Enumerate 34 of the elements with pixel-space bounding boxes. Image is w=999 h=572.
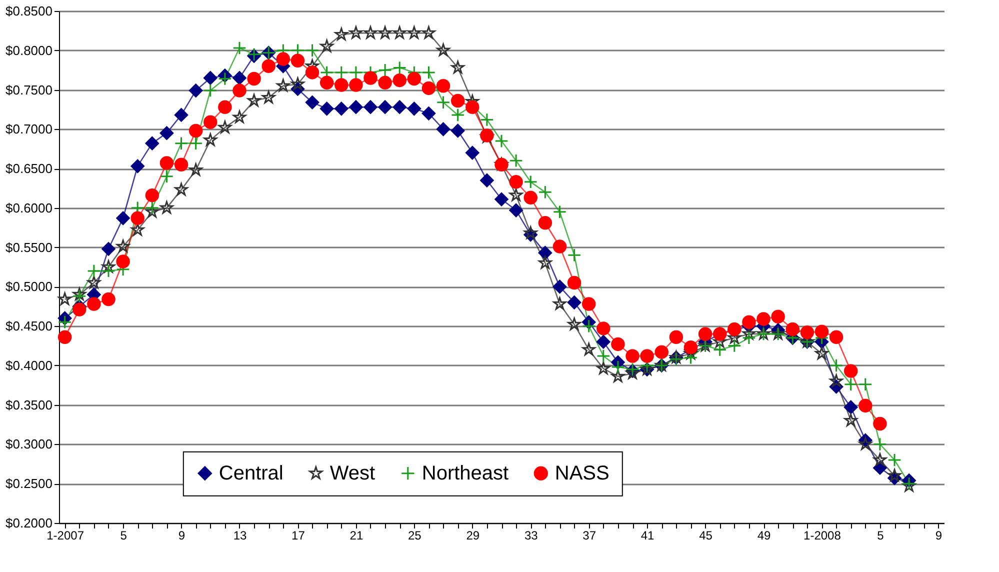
legend-label: West bbox=[330, 462, 376, 484]
x-tick-label: 17 bbox=[292, 528, 306, 542]
x-tick-label: 5 bbox=[877, 528, 884, 542]
y-tick-label: $0.3000 bbox=[6, 436, 52, 452]
x-tick-label: 21 bbox=[350, 528, 364, 542]
x-tick-label: 49 bbox=[757, 528, 771, 542]
y-tick-label: $0.8500 bbox=[6, 4, 52, 18]
x-tick-label: 33 bbox=[524, 528, 538, 542]
x-tick-label: 13 bbox=[233, 528, 247, 542]
x-tick-label: 37 bbox=[582, 528, 596, 542]
y-tick-label: $0.4500 bbox=[6, 318, 52, 334]
y-tick-label: $0.6000 bbox=[6, 200, 52, 216]
x-tick-label: 29 bbox=[466, 528, 480, 542]
legend-label: Northeast bbox=[422, 462, 510, 484]
y-tick-label: $0.7000 bbox=[6, 122, 52, 137]
x-tick-label: 45 bbox=[699, 528, 713, 542]
y-tick-label: $0.7500 bbox=[6, 82, 52, 98]
y-tick-label: $0.4000 bbox=[6, 358, 52, 373]
x-tick-label: 9 bbox=[178, 528, 186, 542]
y-tick-label: $0.8000 bbox=[6, 42, 52, 58]
x-tick-label: 5 bbox=[120, 528, 128, 542]
y-tick-label: $0.6500 bbox=[6, 161, 52, 176]
y-tick-label: $0.2000 bbox=[6, 516, 52, 530]
y-tick-label: $0.5500 bbox=[6, 240, 52, 255]
legend-label: Central bbox=[218, 462, 284, 484]
x-tick-label: 1-2007 bbox=[46, 528, 84, 542]
y-tick-label: $0.3500 bbox=[6, 397, 52, 412]
y-tick-label: $0.5000 bbox=[6, 279, 52, 294]
x-tick-label: 9 bbox=[935, 528, 942, 542]
y-tick-label: $0.2500 bbox=[6, 476, 52, 492]
x-tick-label: 25 bbox=[408, 528, 422, 542]
x-tick-label: 1-2008 bbox=[804, 528, 842, 542]
legend-label: NASS bbox=[554, 462, 610, 484]
x-tick-label: 41 bbox=[640, 528, 655, 542]
